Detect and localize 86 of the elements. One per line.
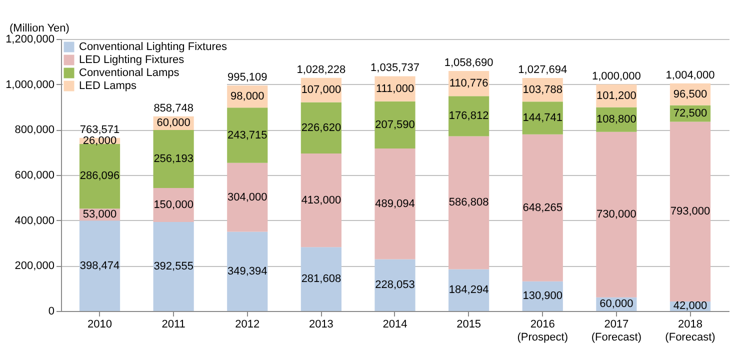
bar (522, 102, 563, 134)
total-label: 858,748 (154, 102, 194, 114)
data-label: 413,000 (301, 194, 342, 206)
data-label: 286,096 (80, 170, 120, 182)
total-label: 1,058,690 (444, 57, 494, 70)
bar (522, 134, 563, 282)
data-label: 144,741 (522, 112, 563, 124)
y-tick-label: 1,000,000 (6, 78, 54, 91)
data-label: 228,053 (375, 279, 415, 292)
bar (227, 232, 268, 311)
data-label: 392,555 (154, 260, 194, 273)
x-tick-label: 2012 (235, 318, 260, 330)
total-label: 1,035,737 (370, 62, 420, 74)
x-tick-label: 2014 (382, 318, 408, 330)
bar (374, 101, 416, 148)
y-tick-label: 600,000 (14, 170, 54, 182)
data-label: 60,000 (600, 298, 634, 310)
data-label: 281,608 (301, 273, 342, 286)
legend-label: LED Lighting Fixtures (79, 54, 185, 66)
bar (79, 144, 120, 209)
data-label: 304,000 (227, 191, 268, 204)
total-label: 1,027,694 (518, 64, 568, 76)
data-label: 98,000 (230, 90, 264, 103)
data-label: 184,294 (448, 284, 489, 296)
bar (448, 96, 490, 136)
total-label: 1,028,228 (296, 64, 346, 76)
data-label: 111,000 (376, 82, 414, 95)
x-tick-label: 2016 (Prospect) (517, 318, 568, 344)
bar (79, 220, 120, 311)
bar (300, 154, 342, 248)
x-tick-label: 2018 (Forecast) (665, 318, 716, 344)
data-label: 108,800 (596, 114, 636, 126)
bar (448, 269, 490, 311)
x-tick-label: 2015 (456, 318, 482, 330)
bar (448, 136, 490, 270)
legend-label: LED Lamps (79, 80, 137, 92)
x-tick-label: 2013 (308, 318, 334, 330)
data-label: 256,193 (154, 152, 194, 165)
data-label: 489,094 (375, 198, 415, 210)
bar (670, 122, 711, 302)
bar (227, 108, 268, 163)
data-label: 42,000 (673, 300, 708, 312)
data-label: 586,808 (448, 196, 489, 209)
data-label: 53,000 (82, 208, 117, 221)
bar (596, 132, 637, 298)
y-axis-title: (Million Yen) (10, 22, 70, 34)
data-label: 349,394 (227, 265, 268, 278)
data-label: 130,900 (522, 290, 563, 302)
total-label: 1,004,000 (666, 69, 715, 82)
bar (300, 247, 342, 311)
x-tick-label: 2017 (Forecast) (591, 318, 642, 344)
y-tick-label: 800,000 (14, 124, 54, 136)
data-label: 107,000 (301, 84, 342, 96)
x-tick-label: 2011 (162, 318, 186, 330)
y-tick-label: 400,000 (14, 214, 54, 227)
y-tick-label: 1,200,000 (6, 34, 54, 46)
bar (227, 162, 268, 232)
bar (300, 102, 342, 154)
total-label: 763,571 (80, 124, 120, 136)
legend-label: Conventional Lamps (79, 67, 180, 79)
data-label: 793,000 (670, 206, 710, 218)
y-tick-label: 200,000 (14, 260, 54, 272)
data-label: 96,500 (673, 88, 708, 100)
x-tick-label: 2010 (88, 318, 112, 330)
bar (374, 148, 416, 260)
bar (374, 259, 416, 311)
data-label: 398,474 (80, 260, 120, 272)
y-tick-label: 0 (48, 306, 54, 318)
data-label: 60,000 (156, 117, 190, 130)
data-label: 101,200 (596, 90, 636, 102)
legend-label: Conventional Lighting Fixtures (79, 41, 228, 53)
data-label: 226,620 (301, 122, 342, 134)
bar (153, 222, 194, 311)
data-label: 26,000 (82, 134, 117, 147)
data-label: 72,500 (673, 108, 708, 120)
data-label: 150,000 (154, 199, 194, 212)
data-label: 103,788 (522, 84, 563, 96)
data-label: 730,000 (596, 208, 636, 221)
data-label: 110,776 (449, 78, 488, 90)
bar (153, 130, 194, 188)
total-label: 1,000,000 (592, 70, 641, 82)
data-label: 176,812 (448, 110, 489, 122)
data-label: 648,265 (522, 202, 563, 214)
total-label: 995,109 (227, 71, 268, 84)
data-label: 207,590 (375, 118, 415, 131)
data-label: 243,715 (227, 129, 268, 142)
